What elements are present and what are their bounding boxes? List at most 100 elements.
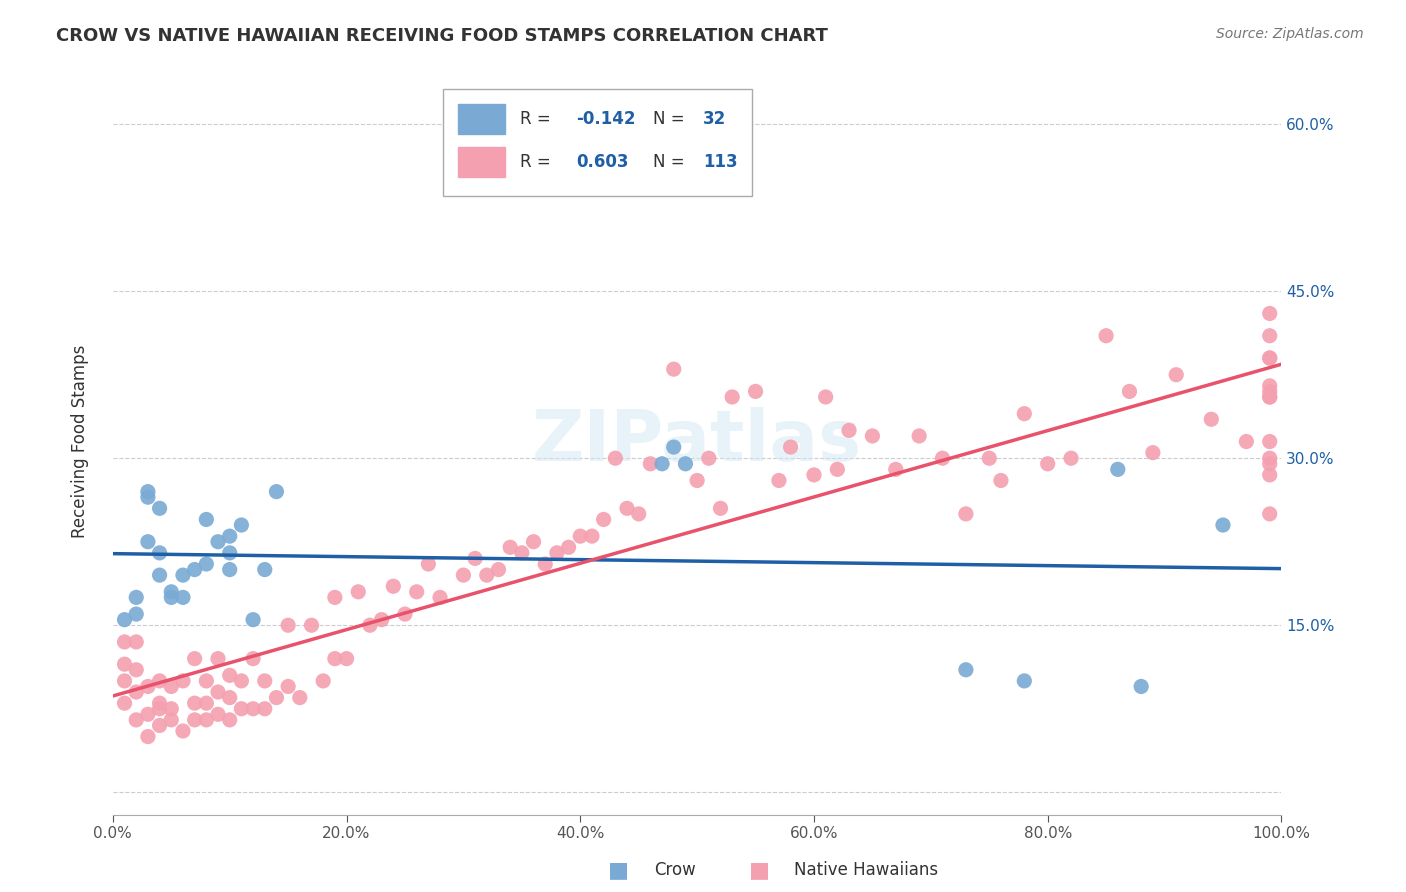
- Bar: [458, 147, 505, 177]
- Point: [499, 541, 522, 555]
- Point: [207, 651, 229, 665]
- Point: [266, 484, 288, 499]
- Point: [136, 490, 159, 504]
- Point: [231, 673, 253, 688]
- Point: [114, 635, 136, 649]
- Point: [172, 724, 194, 739]
- Point: [827, 462, 849, 476]
- Point: [277, 680, 299, 694]
- Point: [218, 713, 240, 727]
- Text: Crow: Crow: [654, 861, 696, 879]
- Point: [1258, 328, 1281, 343]
- Point: [1095, 328, 1118, 343]
- Point: [195, 512, 218, 526]
- Text: Native Hawaiians: Native Hawaiians: [794, 861, 939, 879]
- Point: [149, 702, 172, 716]
- Point: [195, 713, 218, 727]
- Point: [475, 568, 498, 582]
- Point: [803, 467, 825, 482]
- Point: [1258, 384, 1281, 399]
- Point: [1130, 680, 1153, 694]
- Point: [557, 541, 579, 555]
- Point: [1212, 518, 1234, 533]
- Point: [955, 663, 977, 677]
- Text: ■: ■: [609, 860, 628, 880]
- Point: [1014, 673, 1036, 688]
- Point: [149, 718, 172, 732]
- Point: [242, 651, 264, 665]
- Y-axis label: Receiving Food Stamps: Receiving Food Stamps: [72, 345, 89, 538]
- Point: [814, 390, 837, 404]
- Point: [136, 707, 159, 722]
- Point: [231, 702, 253, 716]
- Point: [908, 429, 931, 443]
- Point: [183, 651, 205, 665]
- Point: [616, 501, 638, 516]
- Point: [1258, 507, 1281, 521]
- Point: [546, 546, 568, 560]
- Point: [114, 673, 136, 688]
- Point: [242, 702, 264, 716]
- Point: [581, 529, 603, 543]
- Point: [183, 696, 205, 710]
- Point: [662, 440, 685, 454]
- Point: [931, 451, 953, 466]
- Point: [744, 384, 766, 399]
- Point: [323, 651, 346, 665]
- Text: 113: 113: [703, 153, 737, 171]
- Point: [125, 685, 148, 699]
- Point: [207, 685, 229, 699]
- Point: [1258, 306, 1281, 320]
- Point: [114, 696, 136, 710]
- Point: [1014, 407, 1036, 421]
- Point: [662, 362, 685, 376]
- Point: [838, 423, 860, 437]
- Point: [149, 696, 172, 710]
- Point: [136, 534, 159, 549]
- Point: [1118, 384, 1140, 399]
- Point: [721, 390, 744, 404]
- Point: [860, 429, 883, 443]
- Point: [675, 457, 697, 471]
- Point: [160, 591, 183, 605]
- Point: [253, 702, 276, 716]
- Point: [335, 651, 357, 665]
- Point: [1258, 467, 1281, 482]
- Text: CROW VS NATIVE HAWAIIAN RECEIVING FOOD STAMPS CORRELATION CHART: CROW VS NATIVE HAWAIIAN RECEIVING FOOD S…: [56, 27, 828, 45]
- Point: [394, 607, 416, 621]
- Point: [160, 713, 183, 727]
- Point: [627, 507, 650, 521]
- Point: [370, 613, 392, 627]
- Point: [160, 702, 183, 716]
- Point: [323, 591, 346, 605]
- Point: [955, 507, 977, 521]
- Point: [125, 663, 148, 677]
- Point: [253, 563, 276, 577]
- Text: N =: N =: [654, 111, 690, 128]
- Point: [136, 680, 159, 694]
- Point: [405, 584, 427, 599]
- Point: [160, 584, 183, 599]
- Point: [534, 557, 557, 571]
- Text: ZIPatlas: ZIPatlas: [531, 407, 862, 476]
- Point: [510, 546, 533, 560]
- Point: [160, 680, 183, 694]
- FancyBboxPatch shape: [443, 89, 752, 196]
- Point: [172, 591, 194, 605]
- Point: [605, 451, 627, 466]
- Point: [149, 568, 172, 582]
- Point: [288, 690, 311, 705]
- Point: [136, 484, 159, 499]
- Point: [218, 690, 240, 705]
- Point: [979, 451, 1001, 466]
- Point: [125, 635, 148, 649]
- Point: [207, 707, 229, 722]
- Bar: [458, 104, 505, 134]
- Text: R =: R =: [520, 111, 557, 128]
- Point: [218, 563, 240, 577]
- Point: [1258, 434, 1281, 449]
- Point: [779, 440, 801, 454]
- Point: [453, 568, 475, 582]
- Point: [464, 551, 486, 566]
- Point: [1258, 351, 1281, 365]
